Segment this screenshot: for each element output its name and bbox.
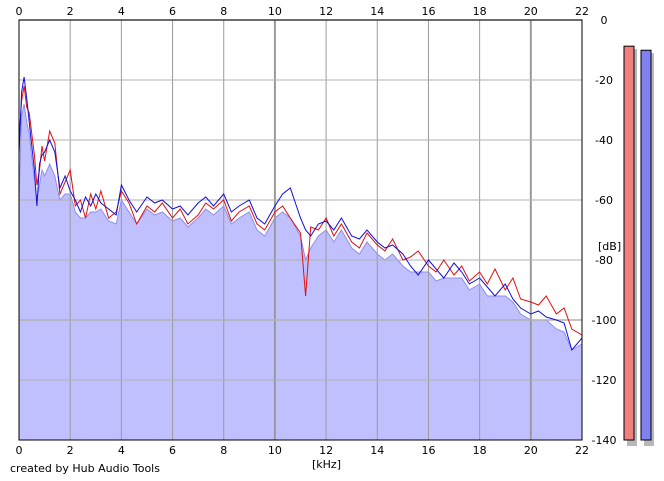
top-x-tick-label: 22 (575, 5, 589, 18)
y-tick-label: 0 (601, 14, 608, 27)
x-axis-unit-label: [kHz] (312, 458, 341, 471)
credit-text: created by Hub Audio Tools (10, 462, 160, 475)
y-tick-label: -60 (595, 194, 613, 207)
y-axis-tick-labels: 0 -20 -40 -60 -80 -100 -120 -140 (592, 14, 617, 447)
y-axis-unit-label: [dB] (598, 240, 621, 253)
bottom-x-tick-label: 12 (319, 444, 333, 457)
bottom-x-tick-label: 6 (169, 444, 176, 457)
left-channel-level-meter (623, 45, 635, 441)
right-channel-level-meter (640, 49, 652, 441)
top-x-tick-label: 2 (67, 5, 74, 18)
top-x-tick-label: 10 (268, 5, 282, 18)
bottom-x-tick-label: 16 (421, 444, 435, 457)
y-tick-label: -80 (595, 254, 613, 267)
spectrum-series (18, 76, 583, 352)
top-x-tick-label: 0 (16, 5, 23, 18)
plot-frame (18, 19, 583, 441)
top-x-tick-label: 20 (524, 5, 538, 18)
bottom-x-tick-label: 22 (575, 444, 589, 457)
top-x-tick-label: 8 (220, 5, 227, 18)
bottom-x-tick-label: 10 (268, 444, 282, 457)
axes (18, 19, 583, 441)
y-tick-label: -40 (595, 134, 613, 147)
series-line-2 (18, 76, 583, 352)
top-x-tick-label: 12 (319, 5, 333, 18)
top-axis-tick-labels: 0 2 4 6 8 10 12 14 16 18 20 22 (16, 5, 590, 18)
level-meters (623, 45, 654, 447)
bottom-x-tick-label: 14 (370, 444, 384, 457)
series-line-1 (18, 85, 583, 336)
y-tick-label: -140 (592, 434, 617, 447)
top-x-tick-label: 18 (473, 5, 487, 18)
bottom-axis-tick-labels: 0 2 4 6 8 10 12 14 16 18 20 22 (16, 444, 590, 457)
y-tick-label: -120 (592, 374, 617, 387)
bottom-x-tick-label: 4 (118, 444, 125, 457)
top-x-tick-label: 14 (370, 5, 384, 18)
bottom-x-tick-label: 2 (67, 444, 74, 457)
bottom-x-tick-label: 18 (473, 444, 487, 457)
bottom-x-tick-label: 20 (524, 444, 538, 457)
y-tick-label: -100 (592, 314, 617, 327)
top-x-tick-label: 16 (421, 5, 435, 18)
top-x-tick-label: 6 (169, 5, 176, 18)
bottom-x-tick-label: 0 (16, 444, 23, 457)
top-x-tick-label: 4 (118, 5, 125, 18)
bottom-x-tick-label: 8 (220, 444, 227, 457)
spectrum-fill (18, 103, 583, 441)
y-tick-label: -20 (595, 74, 613, 87)
spectrum-fill-area (18, 103, 583, 441)
